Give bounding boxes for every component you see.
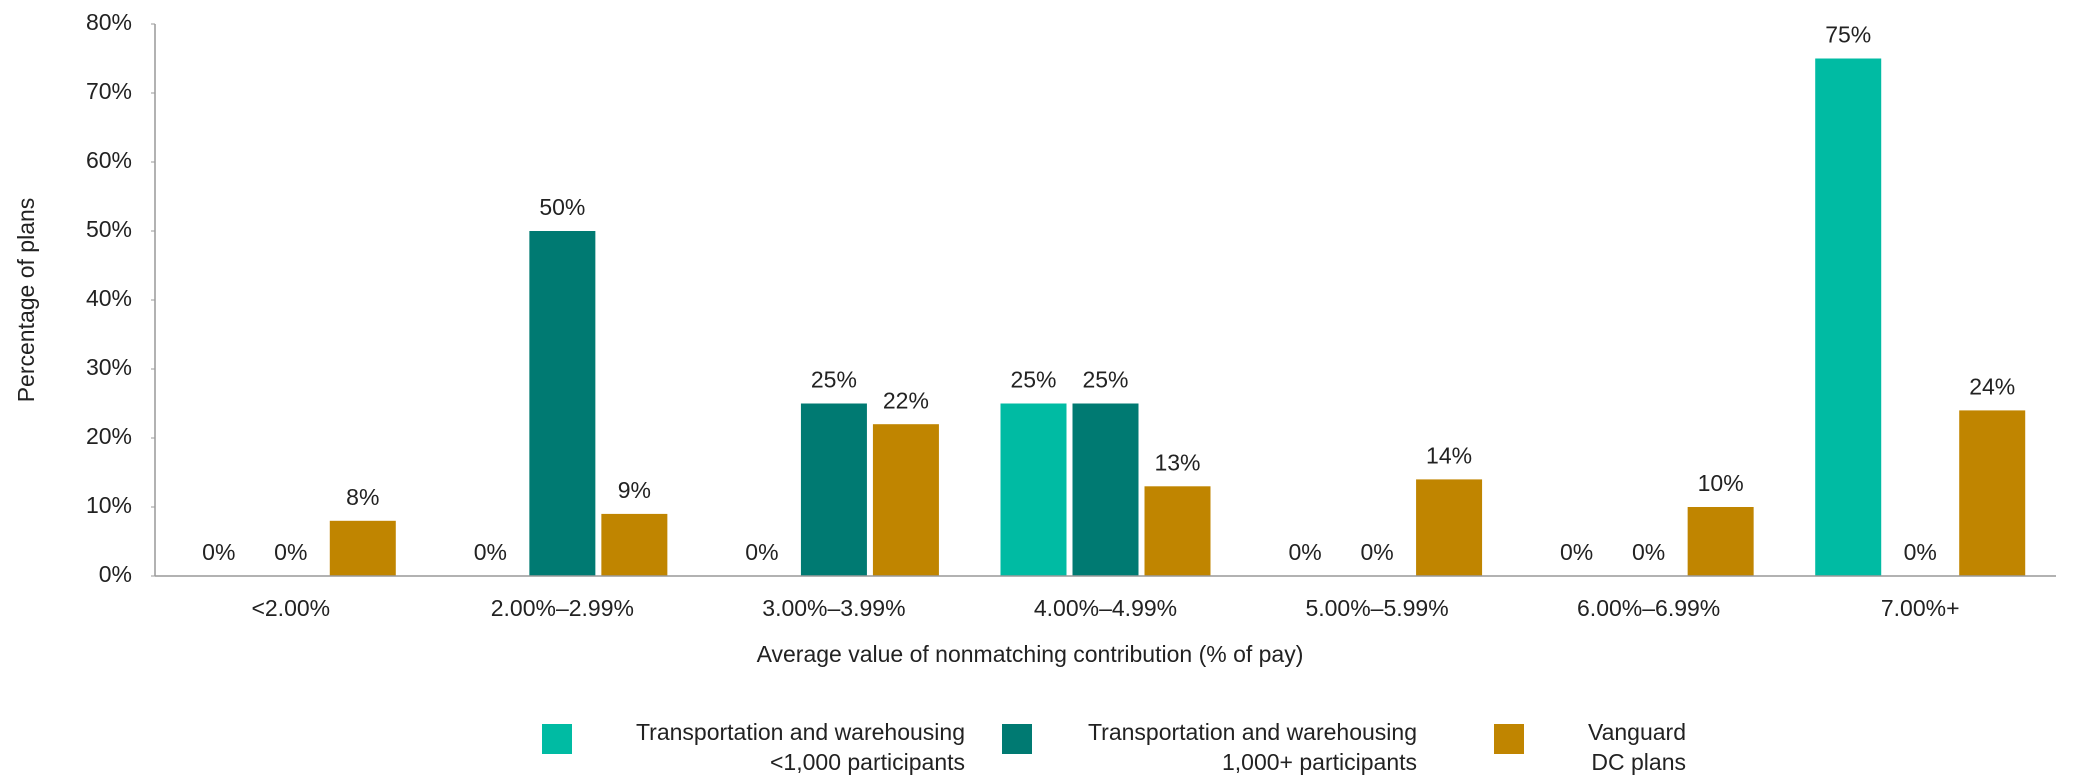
- bar: [800, 403, 867, 576]
- legend-swatch: [1002, 724, 1032, 754]
- data-label: 25%: [811, 367, 857, 393]
- bar: [1144, 486, 1211, 576]
- x-tick-label: 5.00%–5.99%: [1305, 595, 1448, 621]
- legend-label: Vanguard DC plans: [1588, 719, 1686, 775]
- y-tick-label: 0%: [99, 561, 132, 587]
- y-tick-label: 10%: [86, 492, 132, 518]
- y-tick-label: 20%: [86, 423, 132, 449]
- y-tick-label: 30%: [86, 354, 132, 380]
- bar: [872, 424, 939, 576]
- x-tick-label: <2.00%: [251, 595, 330, 621]
- data-label: 25%: [1010, 367, 1056, 393]
- bar: [1815, 58, 1882, 576]
- data-label: 0%: [745, 539, 778, 565]
- bar: [329, 520, 396, 576]
- y-tick-label: 40%: [86, 285, 132, 311]
- data-label: 0%: [202, 539, 235, 565]
- data-label: 0%: [1904, 539, 1937, 565]
- data-label: 24%: [1969, 373, 2015, 399]
- x-tick-label: 7.00%+: [1881, 595, 1960, 621]
- data-label: 0%: [1632, 539, 1665, 565]
- bar: [1959, 410, 2026, 576]
- data-label: 9%: [618, 477, 651, 503]
- data-label: 25%: [1082, 367, 1128, 393]
- bar: [601, 513, 668, 576]
- bar: [1072, 403, 1139, 576]
- data-label: 8%: [346, 484, 379, 510]
- data-label: 50%: [539, 194, 585, 220]
- x-axis-label: Average value of nonmatching contributio…: [757, 641, 1304, 667]
- data-label: 13%: [1154, 449, 1200, 475]
- x-tick-label: 3.00%–3.99%: [762, 595, 905, 621]
- y-tick-label: 80%: [86, 9, 132, 35]
- data-label: 22%: [883, 387, 929, 413]
- legend-swatch: [1494, 724, 1524, 754]
- legend-label: Transportation and warehousing 1,000+ par…: [1088, 719, 1417, 775]
- x-tick-label: 4.00%–4.99%: [1034, 595, 1177, 621]
- y-tick-label: 70%: [86, 78, 132, 104]
- data-label: 0%: [1560, 539, 1593, 565]
- bar: [1000, 403, 1067, 576]
- data-label: 14%: [1426, 442, 1472, 468]
- data-label: 0%: [1360, 539, 1393, 565]
- y-tick-label: 50%: [86, 216, 132, 242]
- bar: [1687, 507, 1754, 576]
- data-label: 0%: [474, 539, 507, 565]
- x-tick-label: 2.00%–2.99%: [491, 595, 634, 621]
- bar: [1416, 479, 1483, 576]
- legend-swatch: [542, 724, 572, 754]
- y-tick-label: 60%: [86, 147, 132, 173]
- data-label: 0%: [1288, 539, 1321, 565]
- data-label: 75%: [1825, 22, 1871, 48]
- data-label: 0%: [274, 539, 307, 565]
- bar: [529, 231, 596, 576]
- data-label: 10%: [1698, 470, 1744, 496]
- legend-label: Transportation and warehousing <1,000 par…: [636, 719, 965, 775]
- x-tick-label: 6.00%–6.99%: [1577, 595, 1720, 621]
- y-axis-label: Percentage of plans: [13, 198, 39, 403]
